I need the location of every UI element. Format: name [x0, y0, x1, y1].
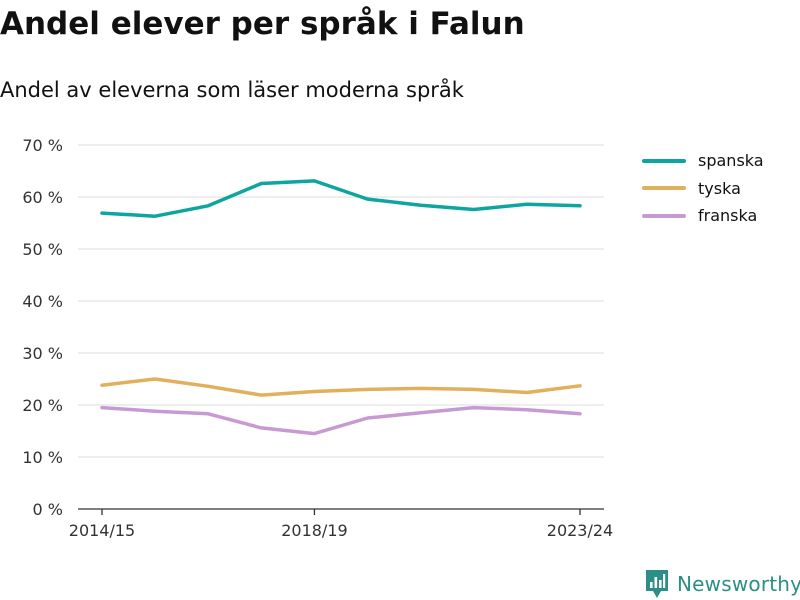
y-tick-label: 20 % — [22, 396, 63, 415]
y-tick-label: 70 % — [22, 136, 63, 155]
brand-name: Newsworthy — [677, 572, 800, 596]
y-tick-label: 0 % — [33, 500, 63, 519]
legend-label: franska — [698, 206, 758, 226]
legend-swatch — [642, 213, 686, 218]
series-line-franska — [100, 405, 582, 436]
x-tick-label: 2023/24 — [547, 521, 613, 540]
series-line-spanska — [100, 179, 582, 218]
legend-label: spanska — [698, 151, 764, 171]
chart-subtitle: Andel av eleverna som läser moderna språ… — [0, 78, 464, 102]
y-tick-label: 30 % — [22, 344, 63, 363]
newsworthy-chart-icon — [646, 570, 668, 598]
y-tick-label: 40 % — [22, 292, 63, 311]
legend-swatch — [642, 158, 686, 163]
legend-swatch — [642, 186, 686, 191]
legend-item-franska[interactable]: franska — [642, 202, 764, 230]
brand-logo[interactable]: Newsworthy — [645, 569, 800, 599]
legend-label: tyska — [698, 178, 741, 198]
chart-title: Andel elever per språk i Falun — [0, 6, 525, 42]
x-tick-label: 2014/15 — [69, 521, 135, 540]
legend-item-spanska[interactable]: spanska — [642, 147, 764, 175]
y-tick-label: 10 % — [22, 448, 63, 467]
series-line-tyska — [100, 377, 582, 397]
legend: spanska tyska franska — [642, 147, 764, 230]
legend-item-tyska[interactable]: tyska — [642, 175, 764, 203]
x-tick-label: 2018/19 — [281, 521, 347, 540]
y-tick-label: 60 % — [22, 188, 63, 207]
y-tick-label: 50 % — [22, 240, 63, 259]
